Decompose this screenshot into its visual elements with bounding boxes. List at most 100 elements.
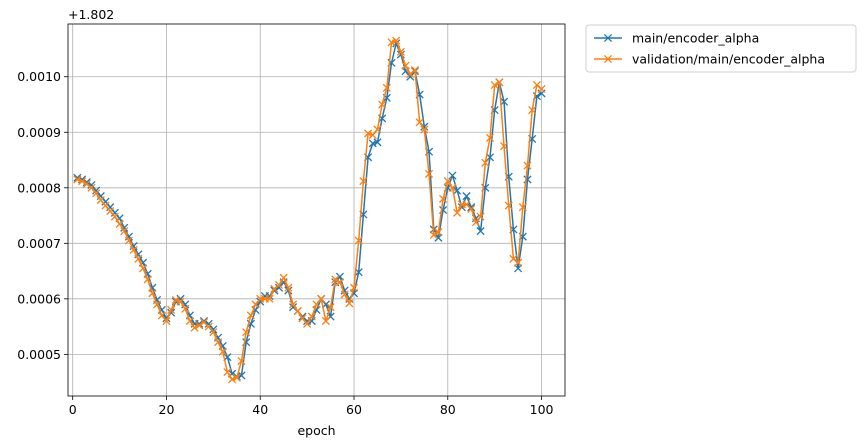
data-point xyxy=(209,325,218,334)
data-point xyxy=(274,280,284,290)
data-point xyxy=(284,286,293,295)
data-point xyxy=(378,100,387,109)
data-point xyxy=(476,212,485,221)
data-point xyxy=(485,133,495,142)
x-axis-label: epoch xyxy=(297,423,335,438)
data-point xyxy=(213,338,223,347)
data-point xyxy=(246,311,255,320)
data-point xyxy=(415,118,424,127)
data-point xyxy=(307,312,316,321)
data-point xyxy=(420,125,429,134)
data-point xyxy=(504,201,513,210)
legend-marker xyxy=(603,54,613,64)
data-point xyxy=(453,186,462,195)
data-point xyxy=(78,177,87,186)
data-point xyxy=(453,208,462,217)
data-point xyxy=(242,328,251,337)
grid xyxy=(68,24,565,396)
data-point xyxy=(303,319,312,328)
data-point xyxy=(387,38,396,47)
data-point xyxy=(317,294,326,303)
legend: main/encoder_alpha validation/main/encode… xyxy=(585,24,857,73)
data-point xyxy=(190,323,199,332)
data-point xyxy=(138,264,148,273)
data-point xyxy=(293,306,302,316)
data-point xyxy=(331,275,340,284)
data-point xyxy=(143,275,152,284)
data-point xyxy=(481,158,490,167)
data-point xyxy=(448,183,457,192)
data-point xyxy=(162,316,171,326)
data-point xyxy=(129,245,138,255)
legend-item: main/encoder_alpha xyxy=(594,31,759,46)
data-point xyxy=(368,139,377,148)
x-tick-label: 0 xyxy=(69,402,77,417)
data-point xyxy=(364,129,373,138)
data-point xyxy=(518,203,527,212)
data-point xyxy=(265,294,274,303)
data-point xyxy=(237,356,246,366)
data-point xyxy=(120,227,129,236)
y-tick-label: 0.0007 xyxy=(17,236,61,251)
data-point xyxy=(439,194,448,203)
data-point xyxy=(359,177,368,186)
data-point xyxy=(349,283,359,292)
data-point xyxy=(110,212,119,221)
y-tick-label: 0.0009 xyxy=(17,125,61,140)
y-offset-label: +1.802 xyxy=(68,7,114,22)
data-point xyxy=(284,283,293,292)
data-point xyxy=(209,328,218,337)
data-point xyxy=(528,106,537,115)
series-line xyxy=(77,39,543,381)
plot-series xyxy=(73,36,546,384)
data-point xyxy=(410,66,420,75)
data-point xyxy=(340,290,349,299)
x-axis: 0 20 40 60 80 100 xyxy=(69,396,554,417)
data-point xyxy=(443,177,452,186)
data-point xyxy=(181,304,190,313)
data-point xyxy=(326,303,335,312)
data-point xyxy=(523,161,532,170)
data-point xyxy=(223,368,232,377)
legend-label: validation/main/encoder_alpha xyxy=(632,52,825,67)
data-point xyxy=(467,203,476,212)
plot-frame xyxy=(67,23,566,397)
data-point xyxy=(396,47,405,56)
y-axis: 0.0005 0.0006 0.0007 0.0008 0.0009 0.0010 xyxy=(17,69,68,362)
data-point xyxy=(499,142,509,151)
data-point xyxy=(434,228,443,237)
y-tick-label: 0.0006 xyxy=(17,291,61,306)
data-point xyxy=(176,297,185,306)
data-point xyxy=(148,289,157,298)
data-point xyxy=(195,321,204,330)
y-tick-label: 0.0005 xyxy=(17,347,61,362)
data-point xyxy=(335,278,345,287)
data-point xyxy=(92,189,101,198)
data-point xyxy=(124,236,134,245)
data-point xyxy=(429,230,438,240)
data-point xyxy=(354,236,363,245)
data-point xyxy=(134,254,143,263)
data-point xyxy=(382,83,391,92)
data-point xyxy=(345,299,354,308)
data-point xyxy=(476,227,485,236)
series-validation-main-encoder-alpha xyxy=(73,36,546,384)
legend-box xyxy=(585,24,857,73)
data-point xyxy=(373,125,382,134)
data-point xyxy=(537,84,546,94)
series-main-encoder-alpha xyxy=(73,39,546,381)
data-point xyxy=(467,204,476,213)
data-point xyxy=(185,316,194,326)
data-point xyxy=(279,273,288,282)
data-point xyxy=(228,375,237,384)
data-point xyxy=(153,300,162,309)
data-point xyxy=(167,305,176,314)
data-point xyxy=(73,175,82,184)
x-tick-label: 60 xyxy=(346,402,362,417)
x-tick-label: 20 xyxy=(159,402,175,417)
legend-label: main/encoder_alpha xyxy=(632,31,759,46)
data-point xyxy=(401,61,410,70)
x-tick-label: 100 xyxy=(530,402,554,417)
data-point xyxy=(218,347,227,356)
